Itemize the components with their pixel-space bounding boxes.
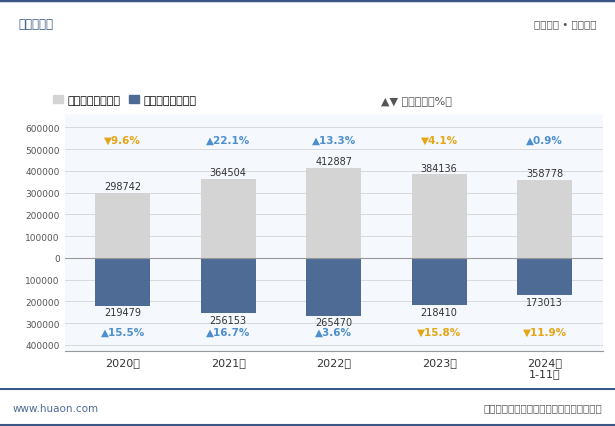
Text: 2020-2024年11月秦皇岛市商品收发货人所在地进、出口额: 2020-2024年11月秦皇岛市商品收发货人所在地进、出口额	[153, 60, 462, 75]
Bar	[411, 258, 467, 305]
Text: 384136: 384136	[421, 163, 458, 173]
Text: ▲3.6%: ▲3.6%	[315, 327, 352, 337]
Text: ▼11.9%: ▼11.9%	[523, 327, 567, 337]
Bar	[517, 258, 572, 296]
Bar	[306, 169, 361, 258]
Text: ▲13.3%: ▲13.3%	[312, 136, 355, 146]
Bar	[411, 175, 467, 258]
Text: 数据来源：中国海关，华经产业研究院整理: 数据来源：中国海关，华经产业研究院整理	[484, 403, 603, 413]
Text: ▼4.1%: ▼4.1%	[421, 136, 458, 146]
Text: ▲▼ 同比增长（%）: ▲▼ 同比增长（%）	[381, 95, 452, 106]
Text: 412887: 412887	[315, 157, 352, 167]
Text: 华经情报网: 华经情报网	[18, 18, 54, 31]
Text: 358778: 358778	[526, 169, 563, 179]
Text: 256153: 256153	[210, 315, 247, 325]
Text: ▲15.5%: ▲15.5%	[100, 327, 145, 337]
Bar	[95, 258, 150, 306]
Bar	[200, 258, 256, 314]
Legend: 出口额（万美元）, 进口额（万美元）: 出口额（万美元）, 进口额（万美元）	[49, 91, 201, 110]
Text: 173013: 173013	[526, 297, 563, 307]
Bar	[200, 179, 256, 258]
Text: 265470: 265470	[315, 317, 352, 327]
Bar	[95, 193, 150, 258]
Bar	[306, 258, 361, 316]
Text: 364504: 364504	[210, 167, 247, 178]
Text: 218410: 218410	[421, 307, 458, 317]
Text: 专业严谨 • 客观科学: 专业严谨 • 客观科学	[534, 20, 597, 29]
Text: ▲0.9%: ▲0.9%	[526, 136, 563, 146]
Text: ▲22.1%: ▲22.1%	[206, 136, 250, 146]
Text: www.huaon.com: www.huaon.com	[12, 403, 98, 413]
Bar	[517, 180, 572, 258]
Text: ▼9.6%: ▼9.6%	[104, 136, 141, 146]
Text: 298742: 298742	[104, 182, 141, 192]
Text: ▲16.7%: ▲16.7%	[206, 327, 250, 337]
Text: ▼15.8%: ▼15.8%	[417, 327, 461, 337]
Text: 219479: 219479	[104, 307, 141, 317]
